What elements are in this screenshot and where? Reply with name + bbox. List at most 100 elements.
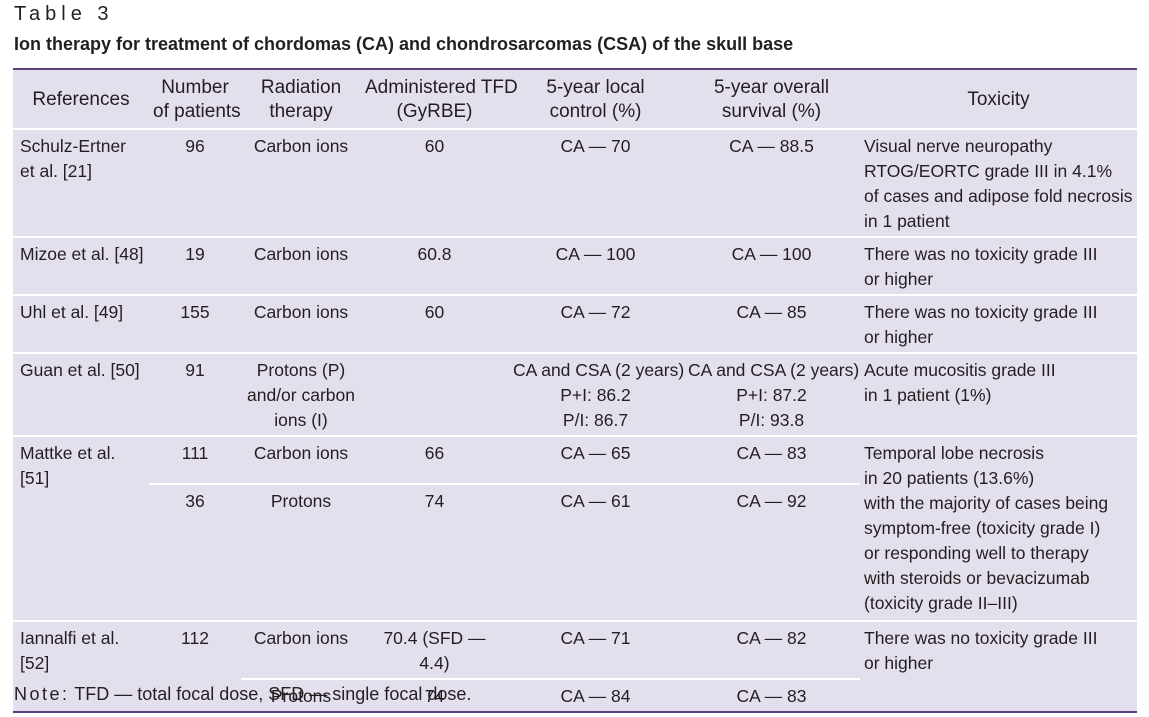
text-line: or responding well to therapy	[864, 543, 1089, 563]
text-line: CA — 70	[560, 136, 631, 156]
text-line: Administered TFD	[365, 77, 518, 98]
text-line: P+I: 87.2	[736, 385, 807, 405]
text-line: in 1 patient (1%)	[864, 385, 992, 405]
cell-radiation: Carbon ions	[241, 435, 361, 484]
text-line: CA — 100	[731, 244, 812, 264]
cell-toxicity: Temporal lobe necrosis in 20 patients (13…	[860, 435, 1137, 621]
cell-tfd: 60.8	[361, 236, 508, 295]
text-line: Visual nerve neuropathy	[864, 136, 1053, 156]
table-row-mattke: Mattke et al. [51] 111 Carbon ions 66 CA…	[13, 435, 1137, 621]
cell-local-control: CA — 71	[508, 620, 683, 679]
text-line: survival (%)	[721, 101, 822, 122]
cell-patients: 96	[185, 136, 205, 156]
text-line: Radiation	[260, 77, 342, 98]
cell-local-control: CA — 70	[508, 129, 683, 237]
cell-local-control: CA — 72	[508, 294, 683, 353]
cell-radiation: Protons	[241, 483, 361, 621]
cell-tfd: 60	[424, 136, 445, 156]
header-radiation-therapy: Radiation therapy	[241, 69, 361, 130]
cell-toxicity: There was no toxicity grade III or higher	[860, 236, 1137, 295]
text-line: CA — 85	[736, 302, 807, 322]
text-line: control (%)	[549, 101, 642, 122]
text-line: et al. [21]	[20, 161, 92, 181]
cell-overall-survival: CA — 83	[683, 435, 860, 484]
header-local-control: 5-year local control (%)	[508, 69, 683, 130]
text-line: CA — 72	[560, 302, 631, 322]
cell-reference: Guan et al. [50]	[13, 352, 149, 436]
text-line: Carbon ions	[253, 244, 349, 264]
text-line: of patients	[153, 101, 241, 122]
cell-toxicity: Acute mucositis grade III in 1 patient (1…	[860, 352, 1137, 436]
cell-tfd: 70.4 (SFD — 4.4)	[361, 620, 508, 679]
text-line: or higher	[864, 653, 934, 673]
header-number-of-patients: Number of patients	[149, 69, 241, 130]
table-row: Uhl et al. [49] 155 Carbon ions 60 CA — …	[13, 294, 1137, 353]
ion-therapy-table: References Number of patients Radiation th…	[13, 68, 1137, 713]
text-line: Number	[161, 77, 229, 98]
text-line: Carbon ions	[253, 136, 349, 156]
cell-local-control: CA — 61	[508, 483, 683, 621]
text-line: in 20 patients (13.6%)	[864, 468, 1035, 488]
cell-overall-survival: CA — 100	[683, 236, 860, 295]
text-line: (toxicity grade II–III)	[864, 593, 1018, 613]
cell-reference: Iannalfi et al. [52]	[13, 620, 149, 712]
cell-overall-survival: CA — 92	[683, 483, 860, 621]
note-text: TFD — total focal dose, SFD — single foc…	[69, 684, 472, 704]
cell-patients: 36	[149, 483, 241, 621]
cell-overall-survival: CA and CSA (2 years) P+I: 87.2 P/I: 93.8	[683, 352, 860, 436]
text-line: CA and CSA (2 years)	[513, 360, 685, 380]
cell-overall-survival: CA — 85	[683, 294, 860, 353]
text-line: CA — 100	[555, 244, 636, 264]
cell-local-control: CA — 84	[508, 678, 683, 712]
cell-toxicity: There was no toxicity grade III or higher	[860, 294, 1137, 353]
cell-local-control: CA and CSA (2 years) P+I: 86.2 P/I: 86.7	[508, 352, 685, 436]
text-line: Schulz-Ertner	[20, 136, 127, 156]
cell-tfd: 74	[361, 678, 508, 712]
cell-radiation: Carbon ions	[241, 129, 361, 237]
table-row: Mizoe et al. [48] 19 Carbon ions 60.8 CA…	[13, 236, 1137, 295]
cell-radiation: Carbon ions	[241, 236, 361, 295]
header-row: References Number of patients Radiation th…	[13, 69, 1137, 130]
text-line: CA — 88.5	[729, 136, 814, 156]
text-line: References	[32, 89, 130, 110]
text-line: and/or carbon	[247, 385, 355, 405]
text-line: with the majority of cases being	[864, 493, 1109, 513]
text-line: with steroids or bevacizumab	[864, 568, 1090, 588]
cell-patients: 112	[149, 620, 241, 712]
text-line: Protons (P)	[256, 360, 346, 380]
text-line: P/I: 93.8	[738, 410, 805, 430]
table-row: Guan et al. [50] 91 Protons (P) and/or ca…	[13, 352, 1137, 436]
text-line: Temporal lobe necrosis	[864, 443, 1044, 463]
cell-local-control: CA — 65	[508, 435, 683, 484]
cell-reference: Mizoe et al. [48]	[13, 236, 149, 295]
table-row-iannalfi: Iannalfi et al. [52] 112 Carbon ions 70.…	[13, 620, 1137, 712]
table-number-label: Table 3	[14, 3, 114, 25]
note-label: Note:	[14, 684, 70, 704]
cell-overall-survival: CA — 82	[683, 620, 860, 679]
text-line: of cases and adipose fold necrosis	[864, 186, 1133, 206]
text-line: symptom-free (toxicity grade I)	[864, 518, 1101, 538]
text-line: P/I: 86.7	[562, 410, 629, 430]
header-references: References	[13, 69, 149, 130]
cell-patients: 19	[149, 236, 241, 295]
text-line: Uhl et al. [49]	[20, 302, 124, 322]
header-overall-survival: 5-year overall survival (%)	[683, 69, 860, 130]
cell-reference: Schulz-Ertner et al. [21]	[13, 129, 149, 237]
cell-radiation: Protons	[241, 678, 361, 712]
cell-patients: 91	[149, 352, 241, 436]
text-line: Toxicity	[967, 89, 1030, 110]
text-line: RTOG/EORTC grade III in 4.1%	[864, 161, 1113, 181]
cell-overall-survival: CA — 83	[683, 678, 860, 712]
cell-radiation: Protons (P) and/or carbon ions (I)	[241, 352, 361, 436]
table-subrow-mattke: 36 Protons 74 CA — 61 CA — 92	[13, 483, 1137, 621]
table-footnote: Note: TFD — total focal dose, SFD — sing…	[14, 684, 471, 705]
header-administered-tfd: Administered TFD (GyRBE)	[361, 69, 518, 130]
table-subrow-iannalfi: Protons 74 CA — 84 CA — 83	[13, 678, 1137, 712]
text-line: 5-year local	[546, 77, 645, 98]
text-line: P+I: 86.2	[560, 385, 631, 405]
cell-tfd: 60	[361, 294, 508, 353]
cell-toxicity: There was no toxicity grade III or higher	[860, 620, 1137, 712]
cell-radiation: Carbon ions	[241, 620, 361, 679]
text-line: in 1 patient	[864, 211, 950, 231]
cell-tfd: 74	[361, 483, 508, 621]
